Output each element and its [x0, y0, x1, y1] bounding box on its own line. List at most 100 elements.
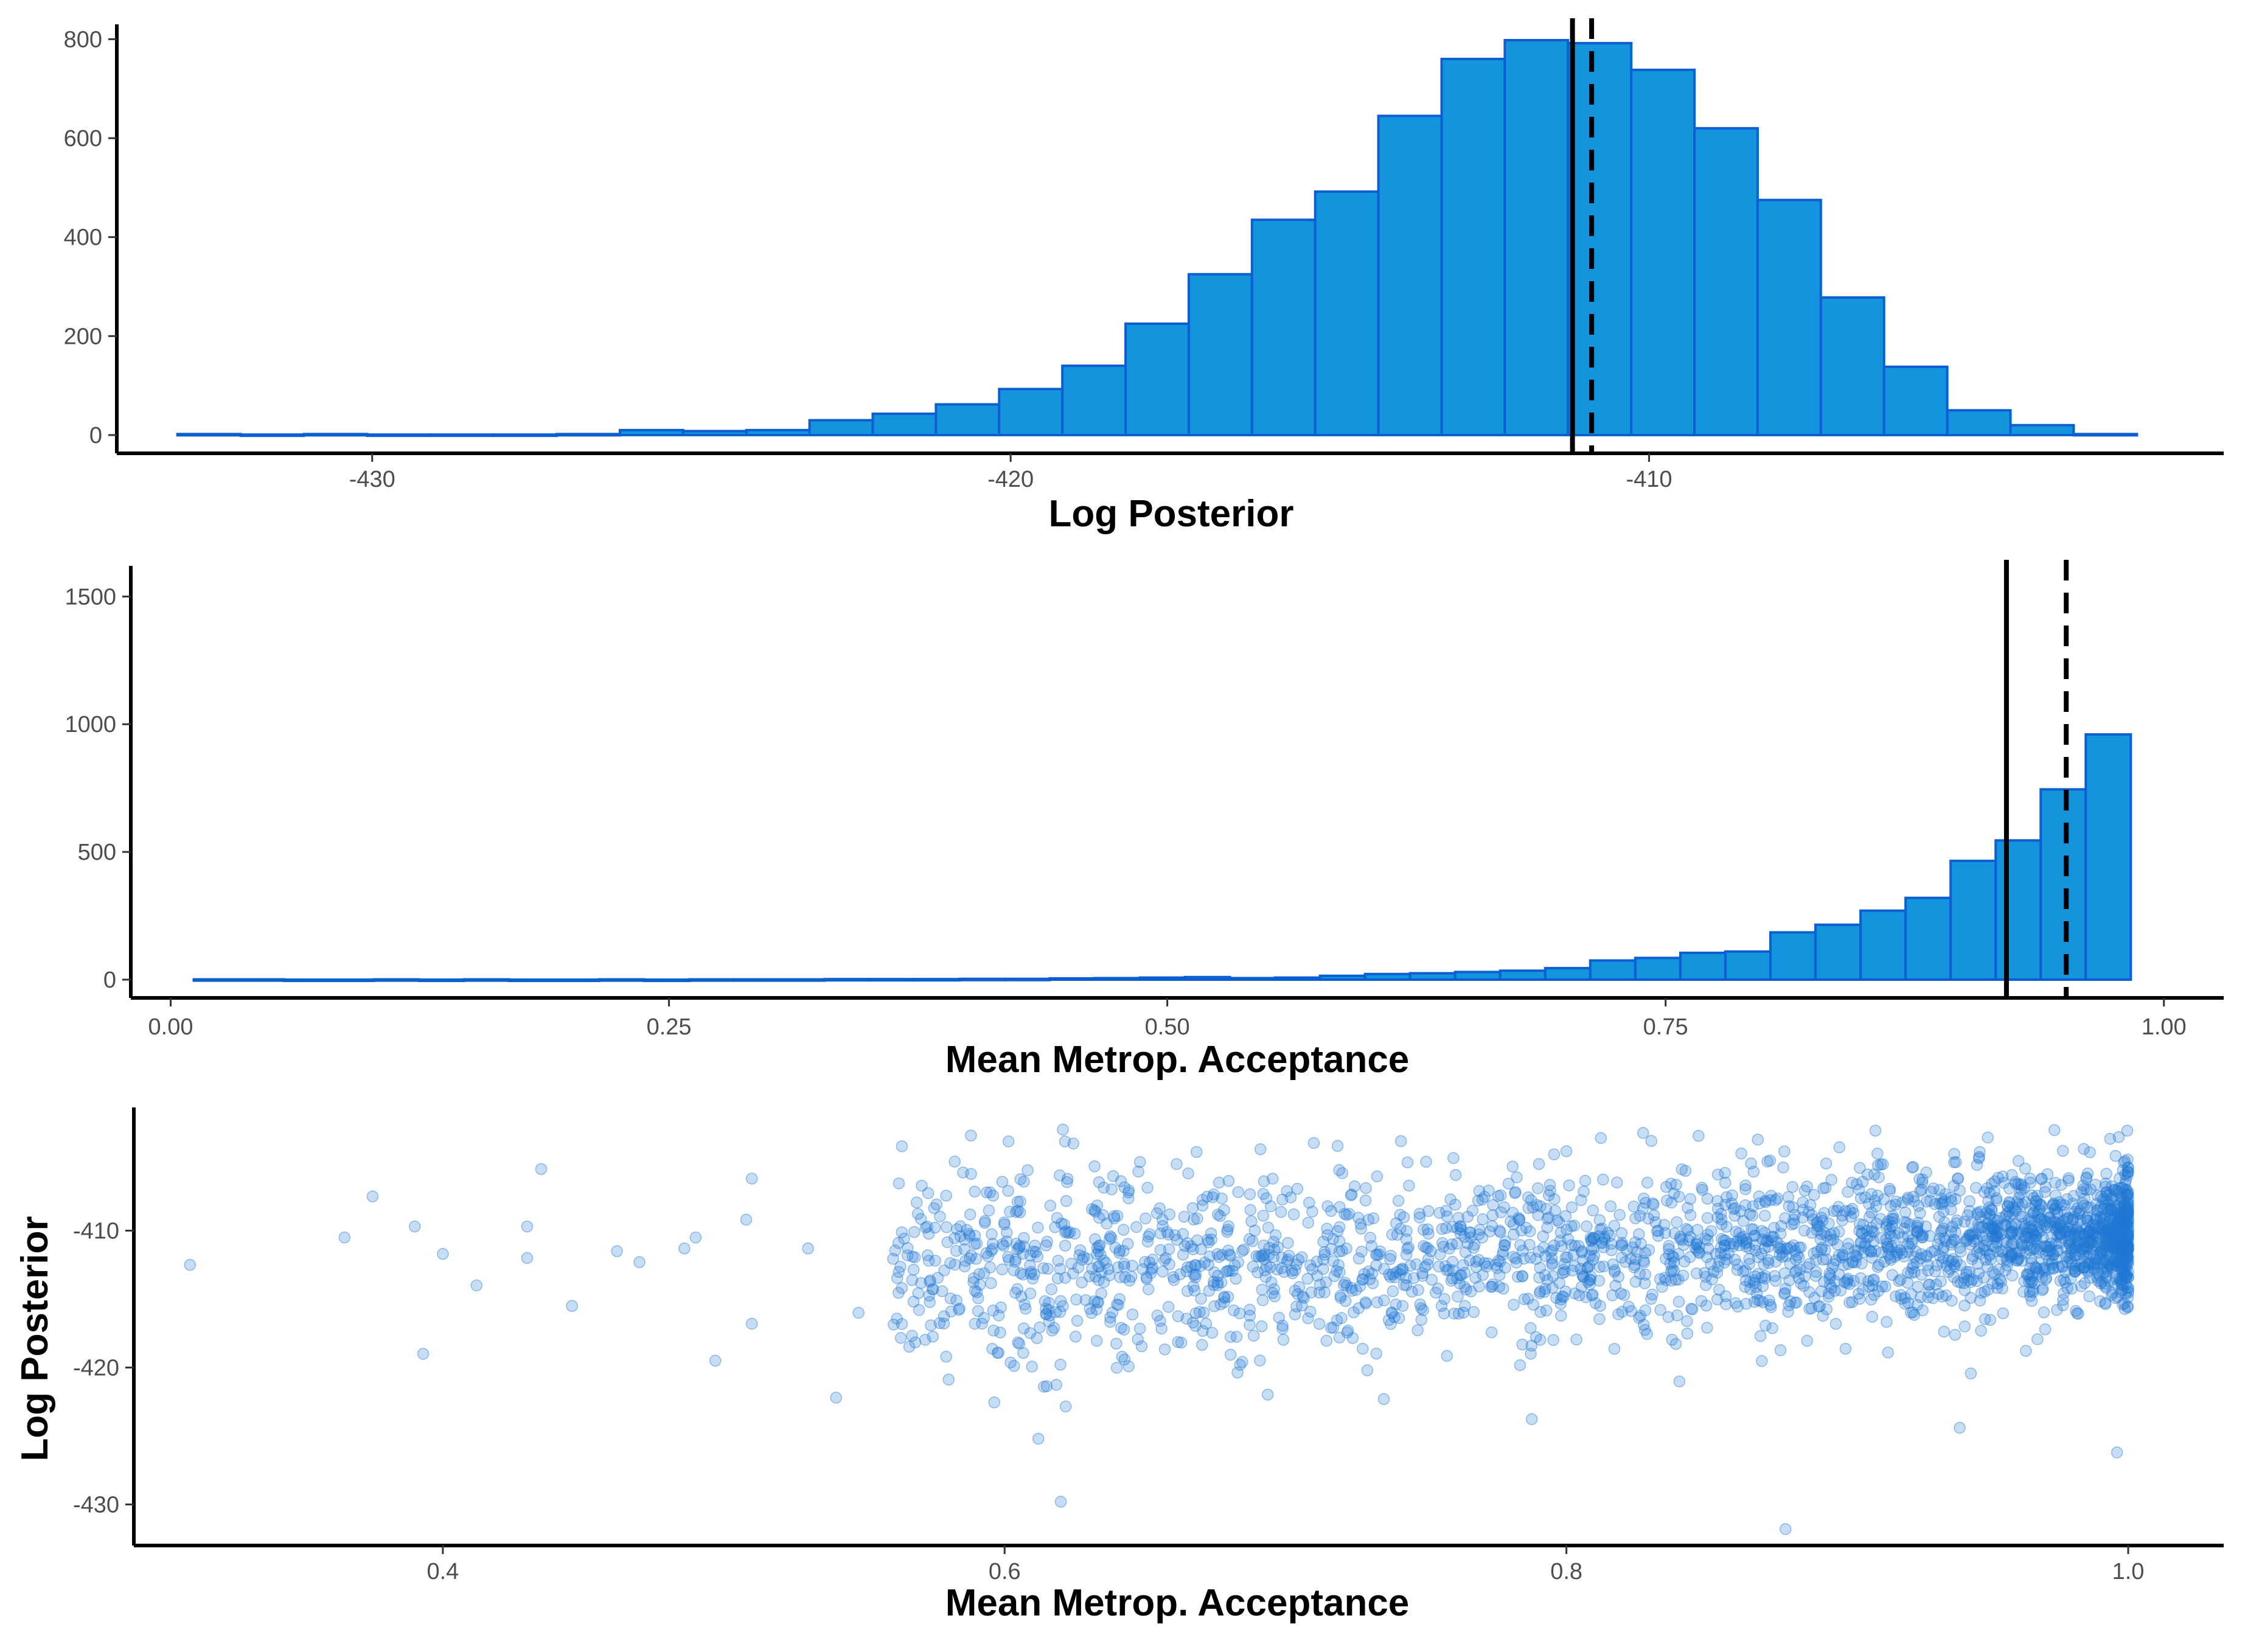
scatter-point: [2117, 1280, 2129, 1292]
scatter-point: [1483, 1185, 1495, 1197]
scatter-point: [1508, 1228, 1520, 1241]
scatter-point: [1499, 1261, 1511, 1274]
scatter-point: [1638, 1192, 1650, 1205]
scatter-point: [1386, 1229, 1398, 1241]
scatter-point: [1155, 1322, 1168, 1335]
scatter-point: [1448, 1308, 1460, 1320]
scatter-point: [2041, 1168, 2054, 1180]
scatter-point: [1218, 1296, 1230, 1309]
scatter-point: [1371, 1296, 1384, 1309]
scatter-point: [2121, 1207, 2134, 1219]
scatter-point: [1705, 1225, 1718, 1238]
scatter-point: [1031, 1250, 1043, 1263]
scatter-point: [1777, 1246, 1789, 1259]
scatter-point: [1972, 1207, 1984, 1219]
histogram-bar: [1630, 68, 1696, 436]
scatter-point: [1367, 1212, 1380, 1224]
scatter-point: [1972, 1267, 1985, 1280]
scatter-point: [2083, 1250, 2095, 1263]
scatter-point: [1965, 1367, 1977, 1380]
scatter-point: [1753, 1190, 1766, 1203]
scatter-point: [1039, 1295, 1051, 1308]
scatter-point: [2115, 1257, 2128, 1269]
scatter-point: [2103, 1239, 2115, 1252]
scatter-point: [1190, 1146, 1203, 1158]
scatter-point: [1595, 1132, 1607, 1145]
scatter-point: [1995, 1245, 2007, 1257]
scatter-point: [2115, 1210, 2128, 1222]
scatter-point: [2005, 1239, 2017, 1251]
scatter-point: [2047, 1197, 2060, 1210]
scatter-point: [2097, 1193, 2109, 1205]
scatter-point: [1286, 1267, 1299, 1280]
scatter-point: [1091, 1241, 1103, 1254]
scatter-point: [2025, 1220, 2037, 1232]
scatter-point: [1091, 1260, 1104, 1273]
scatter-point: [1939, 1188, 1952, 1201]
scatter-point: [1856, 1227, 1868, 1240]
scatter-point: [906, 1330, 918, 1342]
scatter-point: [1938, 1325, 1951, 1338]
scatter-point: [1469, 1272, 1481, 1284]
scatter-point: [940, 1350, 952, 1363]
scatter-point: [1231, 1367, 1244, 1379]
scatter-point: [1954, 1259, 1967, 1272]
scatter-point: [2117, 1215, 2129, 1227]
scatter-point: [1555, 1309, 1567, 1322]
scatter-point: [1798, 1185, 1811, 1197]
scatter-point: [2003, 1182, 2016, 1195]
scatter-point: [2118, 1206, 2131, 1219]
scatter-point: [1320, 1276, 1332, 1289]
scatter-point: [2122, 1232, 2134, 1244]
histogram-bar: [1408, 972, 1457, 981]
scatter-point: [940, 1190, 952, 1202]
scatter-point: [1436, 1237, 1449, 1249]
scatter-point: [1867, 1226, 1880, 1238]
scatter-point: [970, 1238, 983, 1250]
scatter-point: [1577, 1270, 1589, 1283]
scatter-point: [1739, 1183, 1752, 1196]
scatter-point: [1639, 1196, 1652, 1209]
scatter-point: [1333, 1331, 1346, 1344]
scatter-point: [2102, 1202, 2114, 1215]
scatter-point: [985, 1245, 998, 1257]
x-tick-label: -420: [987, 467, 1034, 492]
scatter-point: [2038, 1219, 2050, 1232]
scatter-point: [1254, 1354, 1266, 1367]
scatter-point: [1836, 1249, 1849, 1261]
histogram-bar: [1187, 273, 1253, 436]
scatter-point: [1321, 1222, 1333, 1235]
scatter-point: [1103, 1233, 1116, 1246]
scatter-point: [1099, 1256, 1112, 1269]
scatter-point: [1833, 1249, 1845, 1261]
scatter-point: [1317, 1235, 1329, 1248]
scatter-point: [2101, 1247, 2114, 1260]
scatter-point: [1808, 1189, 1820, 1201]
scatter-point: [1737, 1235, 1749, 1247]
scatter-point: [2113, 1214, 2125, 1227]
scatter-point: [2121, 1197, 2134, 1210]
scatter-point: [2112, 1231, 2124, 1244]
scatter-point: [1090, 1334, 1103, 1347]
scatter-point: [1057, 1300, 1069, 1312]
scatter-point: [1949, 1260, 1961, 1273]
scatter-point: [2121, 1203, 2134, 1215]
scatter-point: [1702, 1229, 1714, 1241]
scatter-point: [1222, 1220, 1234, 1233]
scatter-point: [1898, 1250, 1910, 1263]
scatter-point: [1091, 1296, 1104, 1308]
scatter-point: [1061, 1176, 1073, 1188]
scatter-point: [1691, 1244, 1704, 1256]
scatter-point: [1971, 1159, 1983, 1171]
scatter-point: [1852, 1245, 1864, 1257]
scatter-point: [2087, 1260, 2100, 1272]
scatter-point: [1132, 1165, 1144, 1178]
scatter-point: [1406, 1286, 1418, 1298]
scatter-point: [1266, 1287, 1279, 1299]
scatter-point: [1853, 1288, 1865, 1300]
scatter-point: [1032, 1221, 1044, 1234]
y-tick-label: 600: [64, 126, 102, 152]
scatter-point: [1059, 1272, 1071, 1284]
scatter-point: [1808, 1292, 1821, 1304]
scatter-point: [1786, 1218, 1798, 1231]
